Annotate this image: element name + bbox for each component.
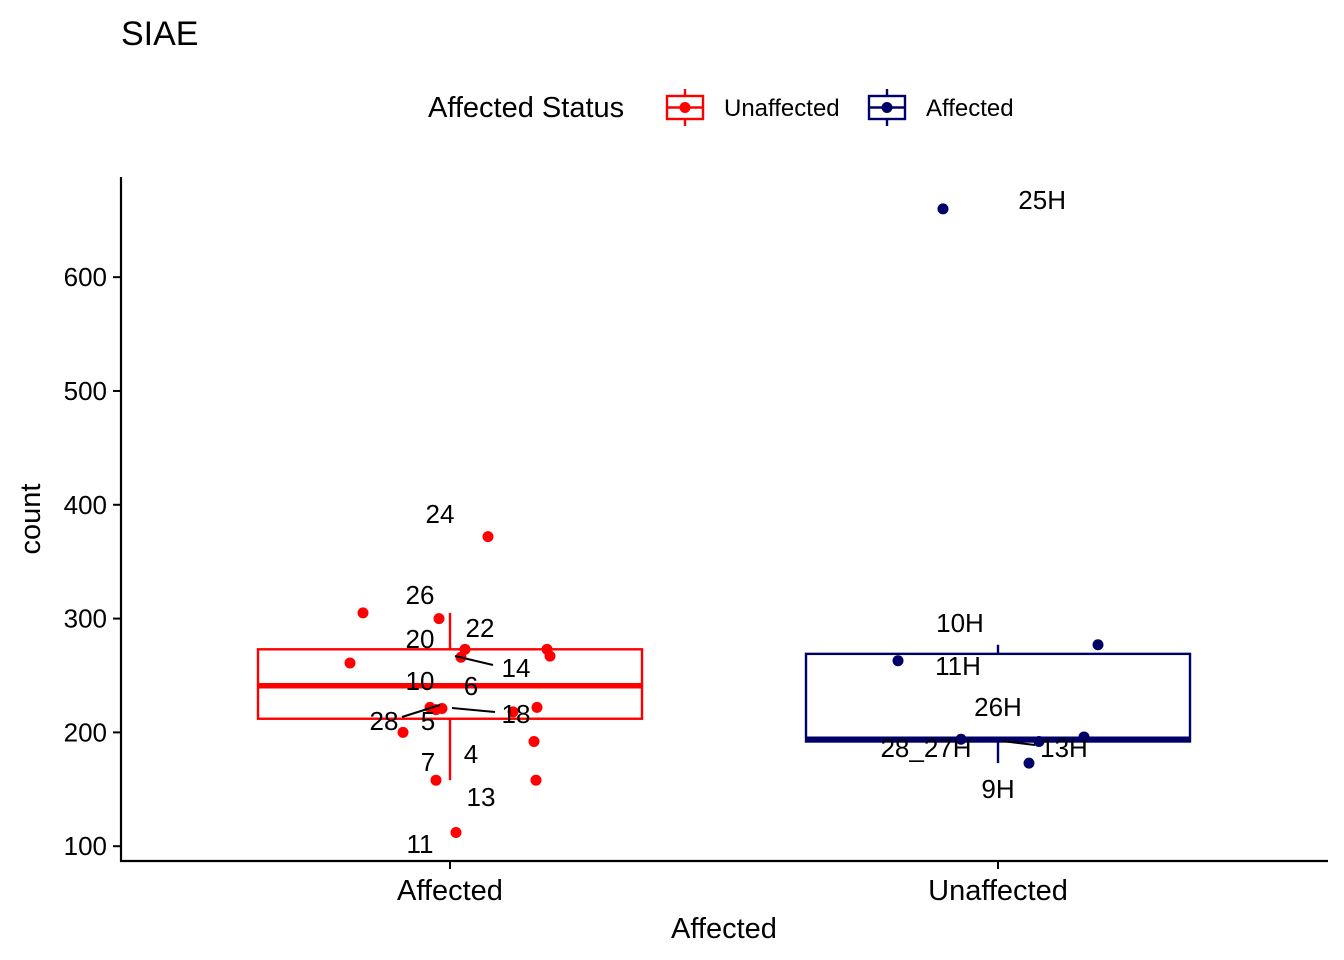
point-label: 10H (936, 608, 984, 638)
label-leader-line (1001, 740, 1036, 746)
data-point (530, 774, 542, 786)
data-point (528, 735, 540, 747)
point-label: 9H (981, 774, 1014, 804)
y-tick-label: 600 (64, 262, 107, 292)
legend-key (665, 89, 705, 126)
data-points (344, 203, 1104, 839)
legend-entry-unaffected: Unaffected (665, 89, 840, 126)
box-affected (256, 612, 644, 781)
data-point (1092, 639, 1104, 651)
data-point (507, 706, 519, 718)
legend-entry-affected: Affected (867, 89, 1014, 126)
y-tick-label: 400 (64, 490, 107, 520)
label-leader-line (454, 655, 494, 666)
data-point (1078, 731, 1090, 743)
data-point (1033, 735, 1045, 747)
point-label: 13H (1040, 733, 1088, 763)
point-label: 6 (464, 671, 478, 701)
point-labels: 24 26 22 20 14 10 6 18 5 28 47 13 11 25H 10H 11H 26H28_2… (370, 185, 1088, 859)
x-axis-label: Affected (671, 913, 777, 945)
data-point (430, 774, 442, 786)
x-tick-label: Unaffected (928, 875, 1068, 907)
point-label: 4 (464, 739, 478, 769)
y-tick-label: 200 (64, 717, 107, 747)
point-label: 26 (406, 580, 435, 610)
point-label: 11H (935, 651, 981, 681)
data-point (397, 726, 409, 738)
label-leader-line (401, 704, 441, 718)
legend-entries: Unaffected Affected (665, 89, 1014, 126)
point-label: 11 (407, 829, 434, 859)
point-label: 5 (421, 706, 435, 736)
legend-title: Affected Status (428, 92, 624, 124)
boxes (256, 612, 1192, 781)
point-label: 24 (426, 499, 455, 529)
point-label: 26H (974, 692, 1022, 722)
axes: 100 200 300 400 500 600 Affected Unaffected (64, 177, 1328, 907)
data-point (433, 613, 445, 625)
data-point (1023, 757, 1035, 769)
legend-key (867, 89, 907, 126)
legend: Affected Status Unaffected Affected (428, 89, 1014, 126)
data-point (357, 607, 369, 619)
x-tick-label: Affected (397, 875, 503, 907)
legend-label: Unaffected (724, 95, 840, 122)
data-point (937, 203, 949, 215)
y-axis-label: count (15, 484, 47, 555)
box-unaffected (804, 644, 1192, 764)
y-tick-label: 500 (64, 376, 107, 406)
point-label: 7 (421, 747, 435, 777)
data-point (955, 733, 967, 745)
point-label: 10 (406, 666, 435, 696)
point-label: 20 (406, 624, 435, 654)
data-point (344, 657, 356, 669)
point-label: 14 (502, 653, 531, 683)
label-leader-line (451, 707, 496, 713)
point-label: 28 (370, 706, 399, 736)
data-point (892, 655, 904, 667)
x-axis-ticks: Affected Unaffected (397, 861, 1068, 907)
y-tick-label: 100 (64, 831, 107, 861)
y-axis-ticks: 100 200 300 400 500 600 (64, 262, 121, 861)
data-point (544, 650, 556, 662)
data-point (482, 531, 494, 543)
point-label: 18 (502, 699, 531, 729)
data-point (531, 701, 543, 713)
point-label: 22 (466, 613, 495, 643)
point-label: 13 (467, 782, 496, 812)
point-label: 28_27H (880, 733, 971, 763)
chart-title: SIAE (121, 15, 198, 53)
legend-label: Affected (926, 95, 1014, 122)
data-point (450, 827, 462, 839)
point-label: 25H (1018, 185, 1066, 215)
y-tick-label: 300 (64, 604, 107, 634)
